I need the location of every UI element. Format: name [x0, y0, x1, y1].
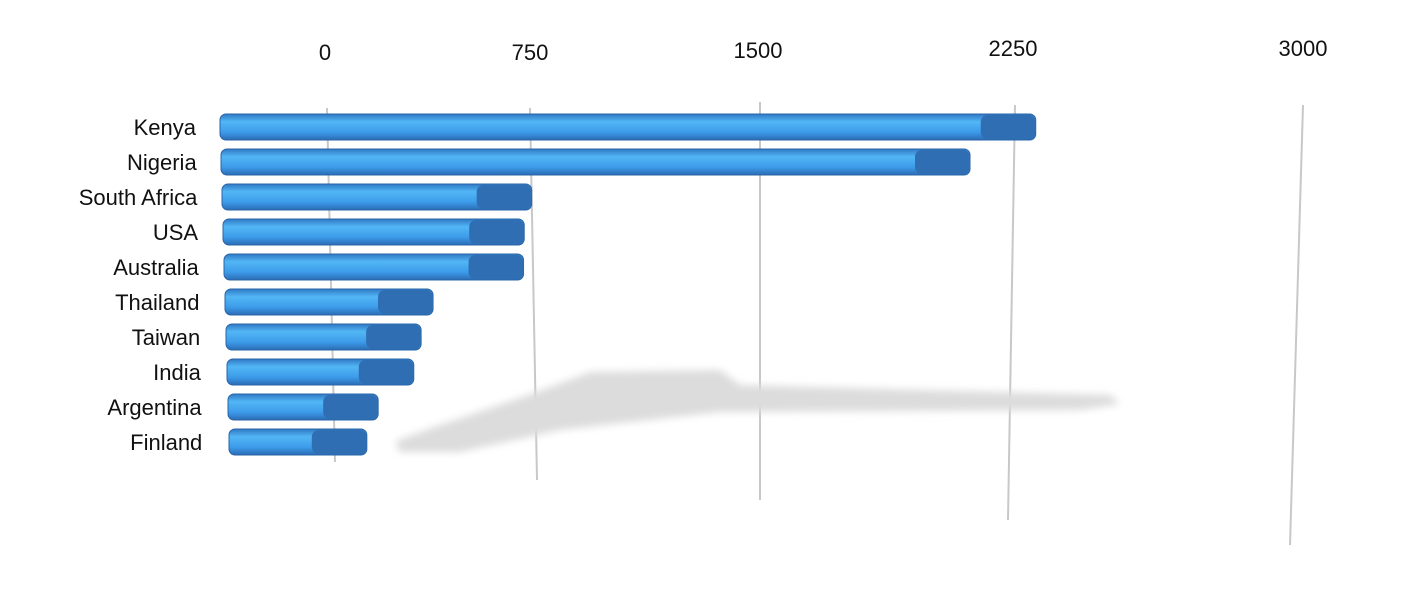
- category-label: Finland: [130, 430, 202, 455]
- bar-south-africa: [221, 183, 533, 211]
- bar-end-cap: [469, 220, 525, 244]
- bar-end-cap: [476, 185, 532, 209]
- x-tick-label: 3000: [1279, 36, 1328, 61]
- bar-kenya: [219, 113, 1037, 141]
- bar-australia: [223, 253, 525, 281]
- gridline: [1289, 104, 1304, 546]
- bars: [219, 113, 1037, 456]
- bar-end-cap: [311, 430, 367, 454]
- bar-end-cap: [980, 115, 1036, 139]
- bar-end-cap: [468, 255, 524, 279]
- category-label: Thailand: [115, 290, 199, 315]
- bar-finland: [228, 428, 368, 456]
- floor-shadow: [395, 370, 1120, 452]
- bar-body: [219, 113, 1037, 141]
- x-axis-ticks: 0 750 1500 2250 3000: [319, 36, 1328, 65]
- bar-end-cap: [378, 290, 434, 314]
- category-label: Taiwan: [132, 325, 200, 350]
- category-label: Australia: [113, 255, 199, 280]
- x-tick-label: 750: [512, 40, 549, 65]
- category-label: Kenya: [134, 115, 197, 140]
- bar-shadow: [395, 370, 1120, 452]
- bar-end-cap: [915, 150, 971, 174]
- bar-usa: [222, 218, 525, 246]
- x-tick-label: 0: [319, 40, 331, 65]
- bar-nigeria: [220, 148, 971, 176]
- bar-taiwan: [225, 323, 422, 351]
- category-labels: Kenya Nigeria South Africa USA Australia Thai…: [79, 115, 203, 455]
- bar-end-cap: [358, 360, 414, 384]
- category-label: Nigeria: [127, 150, 197, 175]
- bar-thailand: [224, 288, 434, 316]
- bar-body: [220, 148, 971, 176]
- bar-end-cap: [323, 395, 379, 419]
- bar-india: [226, 358, 415, 386]
- gridline: [1007, 104, 1016, 521]
- bar-end-cap: [366, 325, 422, 349]
- category-label: South Africa: [79, 185, 198, 210]
- x-tick-label: 1500: [734, 38, 783, 63]
- category-label: USA: [153, 220, 199, 245]
- bar-argentina: [227, 393, 379, 421]
- category-label: Argentina: [107, 395, 202, 420]
- x-tick-label: 2250: [989, 36, 1038, 61]
- category-label: India: [153, 360, 201, 385]
